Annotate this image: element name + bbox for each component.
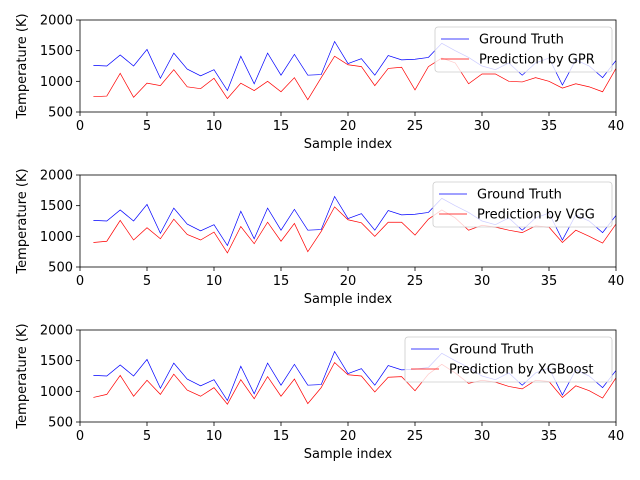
y-tick-label: 1500 <box>40 354 73 369</box>
chart-panel-3: 0 5 10 15 20 25 30 35 40 500 1000 1500 2000 Sample in… <box>15 323 624 462</box>
x-axis-label: Sample index <box>304 292 393 307</box>
x-tick-label: 5 <box>143 429 151 444</box>
y-tick-label: 500 <box>48 416 73 431</box>
y-tick-label: 1000 <box>40 230 73 245</box>
y-tick-label: 2000 <box>40 324 73 339</box>
x-tick-label: 30 <box>474 274 491 289</box>
x-tick-label: 30 <box>474 119 491 134</box>
x-tick-label: 5 <box>143 274 151 289</box>
x-tick-label: 40 <box>608 274 625 289</box>
x-tick-label: 15 <box>273 119 290 134</box>
legend-box <box>434 26 613 73</box>
legend-entry: Ground Truth <box>477 188 562 203</box>
y-axis-label: Temperature (K) <box>15 13 30 119</box>
x-tick-label: 20 <box>340 429 357 444</box>
chart-panel-2: 0 5 10 15 20 25 30 35 40 500 1000 1500 2000 Sample in… <box>15 168 624 307</box>
y-tick-label: 1500 <box>40 199 73 214</box>
x-axis-label: Sample index <box>304 447 393 462</box>
y-tick-label: 2000 <box>40 14 73 29</box>
x-tick-label: 10 <box>206 429 223 444</box>
y-tick-label: 1000 <box>40 385 73 400</box>
x-tick-label: 5 <box>143 119 151 134</box>
x-tick-label: 15 <box>273 274 290 289</box>
x-tick-label: 30 <box>474 429 491 444</box>
x-tick-label: 25 <box>407 119 424 134</box>
legend-box <box>432 181 613 228</box>
x-tick-label: 0 <box>76 119 84 134</box>
legend-entry: Prediction by VGG <box>477 208 595 223</box>
x-tick-label: 25 <box>407 274 424 289</box>
x-tick-label: 40 <box>608 119 625 134</box>
x-tick-label: 35 <box>541 119 558 134</box>
x-tick-label: 0 <box>76 429 84 444</box>
y-tick-label: 1000 <box>40 75 73 90</box>
series-line-prediction <box>93 55 616 101</box>
x-tick-label: 15 <box>273 429 290 444</box>
x-tick-label: 20 <box>340 274 357 289</box>
legend: Ground Truth Prediction by XGBoost <box>404 336 613 383</box>
chart-panel-1: 0 5 10 15 20 25 30 35 40 500 1000 1500 2000 Sample in… <box>15 13 624 152</box>
series-line-prediction <box>93 361 616 405</box>
x-axis-label: Sample index <box>304 137 393 152</box>
x-tick-label: 10 <box>206 119 223 134</box>
series-line-prediction <box>93 206 616 254</box>
legend-entry: Ground Truth <box>479 33 564 48</box>
y-tick-label: 1500 <box>40 44 73 59</box>
y-axis-label: Temperature (K) <box>15 168 30 274</box>
x-tick-label: 10 <box>206 274 223 289</box>
x-tick-label: 40 <box>608 429 625 444</box>
legend-entry: Ground Truth <box>449 343 534 358</box>
x-tick-label: 0 <box>76 274 84 289</box>
x-tick-label: 25 <box>407 429 424 444</box>
y-tick-label: 2000 <box>40 169 73 184</box>
legend-entry: Prediction by XGBoost <box>449 363 593 378</box>
x-tick-label: 35 <box>541 274 558 289</box>
legend: Ground Truth Prediction by GPR <box>434 26 613 73</box>
legend-box <box>404 336 613 383</box>
legend: Ground Truth Prediction by VGG <box>432 181 613 228</box>
x-tick-label: 35 <box>541 429 558 444</box>
x-tick-label: 20 <box>340 119 357 134</box>
y-tick-label: 500 <box>48 106 73 121</box>
legend-entry: Prediction by GPR <box>479 53 595 68</box>
y-axis-label: Temperature (K) <box>15 323 30 429</box>
y-tick-label: 500 <box>48 261 73 276</box>
